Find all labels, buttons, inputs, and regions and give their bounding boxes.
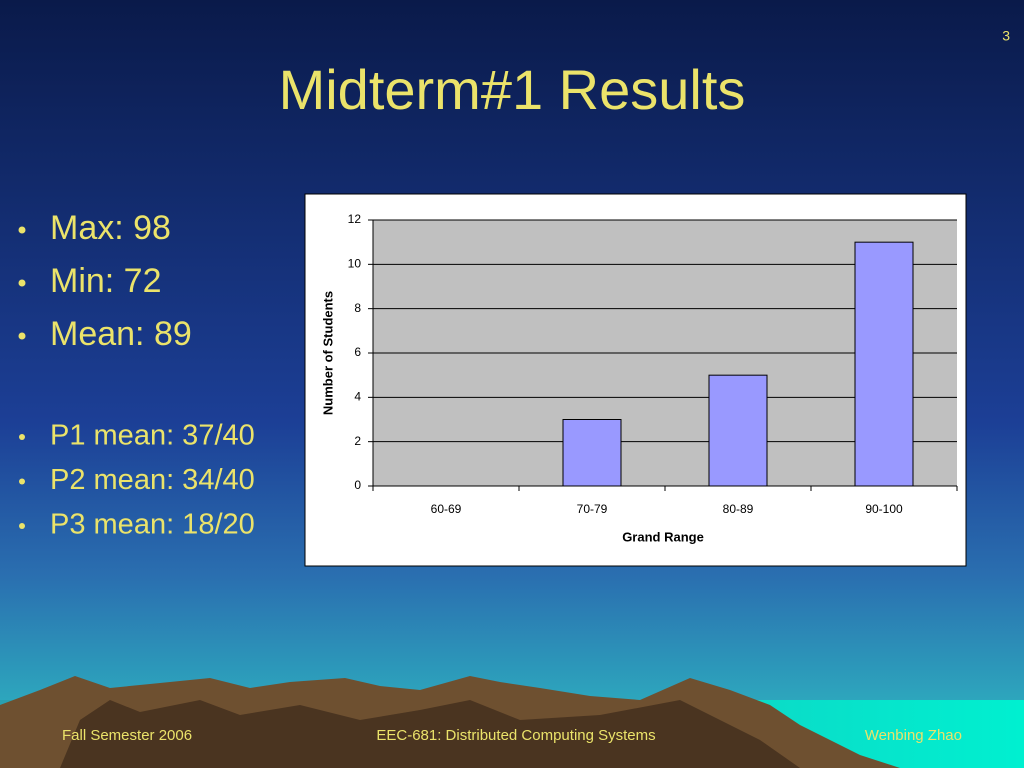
bullet-dot [19, 434, 25, 440]
bullet-text: Min: 72 [50, 262, 162, 300]
y-tick-label: 10 [348, 257, 362, 271]
bullet-list: Max: 98 Min: 72 Mean: 89 P1 mean: 37/40 P2 m… [18, 209, 255, 541]
x-tick-label: 60-69 [431, 502, 462, 516]
x-axis-title: Grand Range [622, 529, 704, 544]
y-tick-label: 0 [354, 478, 361, 492]
bullet-dot [18, 226, 26, 234]
mountain-shadow [60, 700, 800, 768]
bullet-dot [18, 332, 26, 340]
bullet-text: P1 mean: 37/40 [50, 420, 255, 452]
bullet-dot [19, 523, 25, 529]
bullet-dot [19, 478, 25, 485]
chart: 0 2 4 6 8 10 12 60-69 70-79 80-89 90-100 [348, 212, 958, 516]
y-tick-label: 12 [348, 212, 362, 226]
bullet-text: P2 mean: 34/40 [50, 464, 255, 496]
bullet-text: Mean: 89 [50, 315, 192, 353]
bullet-dot [18, 279, 26, 287]
slide-number: 3 [1002, 28, 1010, 44]
footer-right: Wenbing Zhao [865, 727, 962, 744]
footer-center: EEC-681: Distributed Computing Systems [376, 727, 655, 744]
y-tick-label: 6 [354, 345, 361, 359]
bullet-text: P3 mean: 18/20 [50, 509, 255, 541]
x-tick-label: 70-79 [577, 502, 608, 516]
bar [854, 241, 914, 487]
bullet-text: Max: 98 [50, 209, 171, 247]
x-tick-label: 80-89 [723, 502, 754, 516]
bar [708, 374, 768, 487]
x-tick-label: 90-100 [865, 502, 903, 516]
slide-title: Midterm#1 Results [279, 58, 746, 121]
y-tick-label: 8 [354, 301, 361, 315]
footer-left: Fall Semester 2006 [62, 727, 192, 744]
bar [562, 419, 622, 487]
y-tick-label: 4 [354, 390, 361, 404]
y-tick-label: 2 [354, 434, 361, 448]
y-axis-title: Number of Students [320, 291, 335, 415]
